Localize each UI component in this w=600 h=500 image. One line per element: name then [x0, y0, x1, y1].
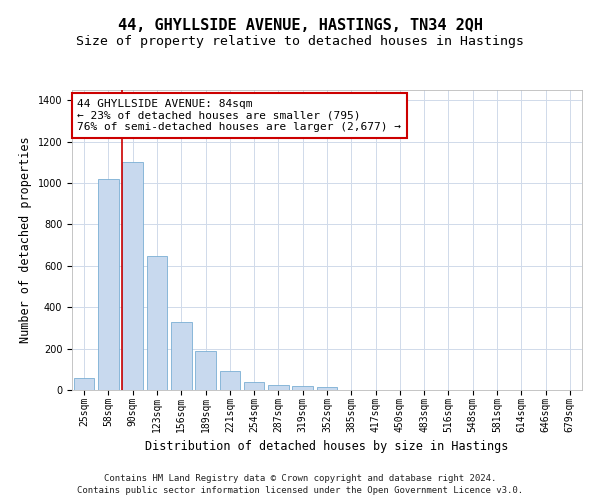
Bar — [171, 322, 191, 390]
Text: Size of property relative to detached houses in Hastings: Size of property relative to detached ho… — [76, 35, 524, 48]
Text: 44, GHYLLSIDE AVENUE, HASTINGS, TN34 2QH: 44, GHYLLSIDE AVENUE, HASTINGS, TN34 2QH — [118, 18, 482, 32]
Text: Contains HM Land Registry data © Crown copyright and database right 2024.
Contai: Contains HM Land Registry data © Crown c… — [77, 474, 523, 495]
X-axis label: Distribution of detached houses by size in Hastings: Distribution of detached houses by size … — [145, 440, 509, 453]
Bar — [268, 385, 289, 390]
Bar — [98, 179, 119, 390]
Y-axis label: Number of detached properties: Number of detached properties — [19, 136, 32, 344]
Bar — [195, 350, 216, 390]
Bar — [146, 256, 167, 390]
Bar — [220, 372, 240, 390]
Bar — [317, 387, 337, 390]
Bar — [122, 162, 143, 390]
Bar — [244, 382, 265, 390]
Bar — [74, 378, 94, 390]
Text: 44 GHYLLSIDE AVENUE: 84sqm
← 23% of detached houses are smaller (795)
76% of sem: 44 GHYLLSIDE AVENUE: 84sqm ← 23% of deta… — [77, 99, 401, 132]
Bar — [292, 386, 313, 390]
